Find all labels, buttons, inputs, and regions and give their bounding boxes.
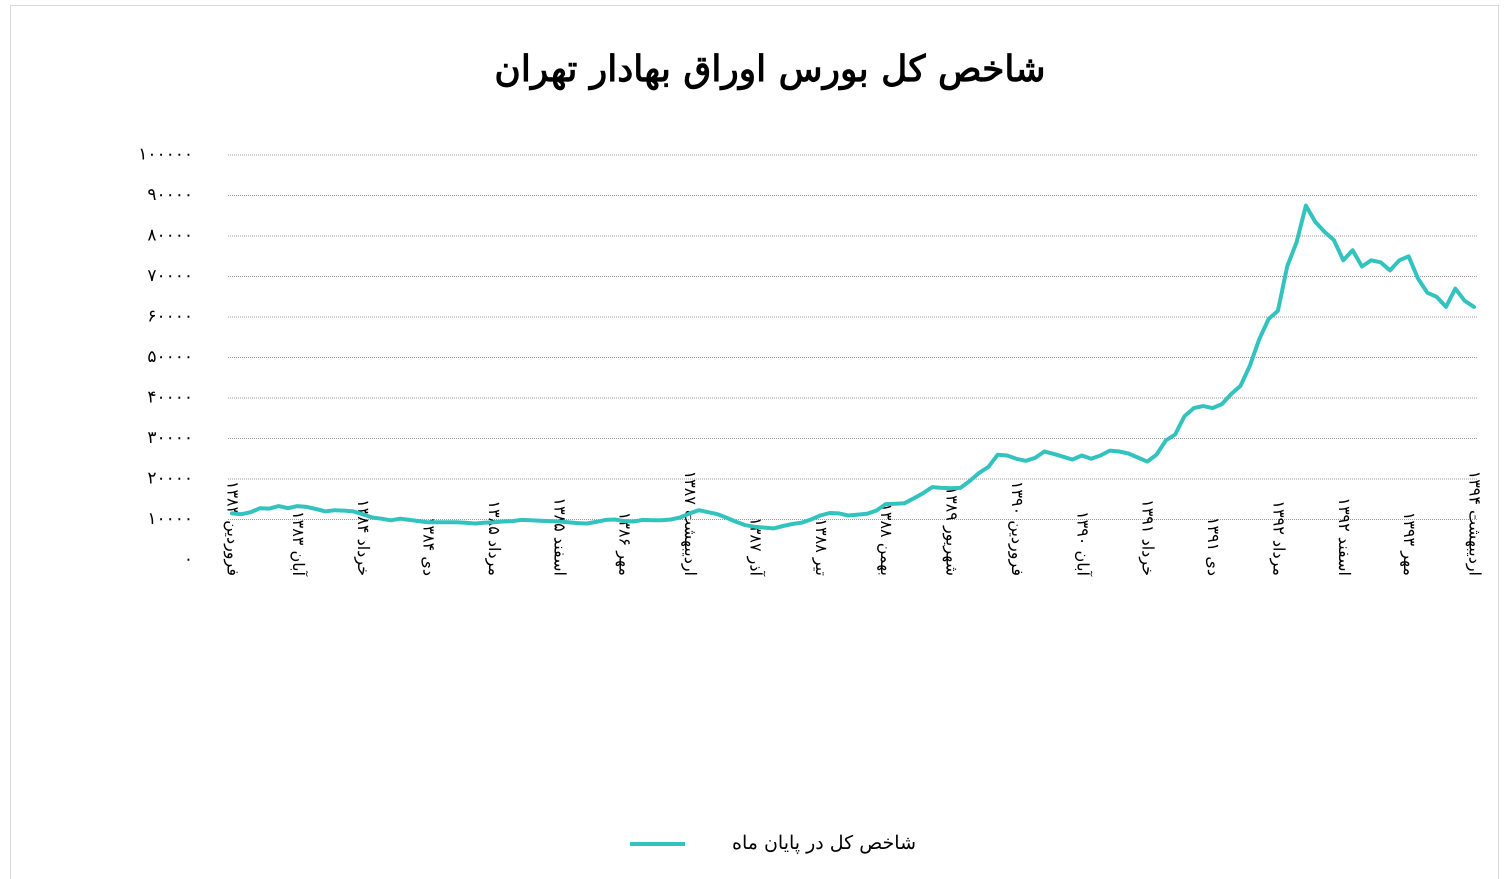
y-tick-label: ۱۰۰۰۰۰ (138, 145, 193, 165)
y-tick-label: ۲۰۰۰۰ (147, 469, 193, 489)
x-tick-label: تیر ۱۳۸۸ (812, 518, 831, 576)
y-tick-label: ۷۰۰۰۰ (147, 266, 193, 286)
y-tick-label: ۰ (184, 550, 193, 570)
x-tick-label: فروردین ۱۳۹۰ (1008, 481, 1027, 576)
y-tick-label: ۵۰۰۰۰ (147, 347, 193, 367)
y-tick-label: ۱۰۰۰۰ (147, 509, 193, 529)
y-tick-label: ۹۰۰۰۰ (147, 185, 193, 205)
x-tick-label: مرداد ۱۳۸۵ (485, 500, 504, 576)
x-tick-label: فروردین ۱۳۸۳ (224, 481, 243, 576)
x-tick-label: آبان ۱۳۸۳ (289, 511, 309, 578)
x-tick-label: اسفند ۱۳۸۵ (550, 497, 569, 576)
x-tick-label: مهر ۱۳۸۶ (616, 512, 635, 576)
x-tick-label: شهریور ۱۳۸۹ (943, 486, 962, 576)
x-tick-label: آذر ۱۳۸۷ (746, 517, 766, 577)
x-tick-label: دی ۱۳۸۴ (420, 517, 439, 576)
x-tick-label: اردیبهشت ۱۳۸۷ (681, 471, 700, 576)
chart-title: شاخص کل بورس اوراق بهادار تهران (494, 48, 1045, 91)
chart-frame (10, 5, 1499, 879)
legend-label: شاخص کل در پایان ماه (732, 832, 916, 854)
y-tick-label: ۳۰۰۰۰ (147, 428, 193, 448)
y-tick-label: ۸۰۰۰۰ (147, 226, 193, 246)
series-line (230, 203, 1476, 531)
x-tick-label: خرداد ۱۳۹۱ (1139, 499, 1158, 576)
x-tick-label: بهمن ۱۳۸۸ (877, 503, 896, 576)
x-tick-label: اسفند ۱۳۹۲ (1335, 497, 1354, 576)
x-tick-label: اردیبهشت ۱۳۹۴ (1466, 471, 1485, 576)
x-tick-label: مرداد ۱۳۹۲ (1269, 500, 1288, 576)
x-tick-label: مهر ۱۳۹۳ (1400, 512, 1419, 576)
x-tick-label: دی ۱۳۹۱ (1204, 517, 1223, 576)
y-tick-label: ۴۰۰۰۰ (147, 388, 193, 408)
y-tick-label: ۶۰۰۰۰ (147, 307, 193, 327)
x-tick-label: آبان ۱۳۹۰ (1073, 511, 1093, 578)
